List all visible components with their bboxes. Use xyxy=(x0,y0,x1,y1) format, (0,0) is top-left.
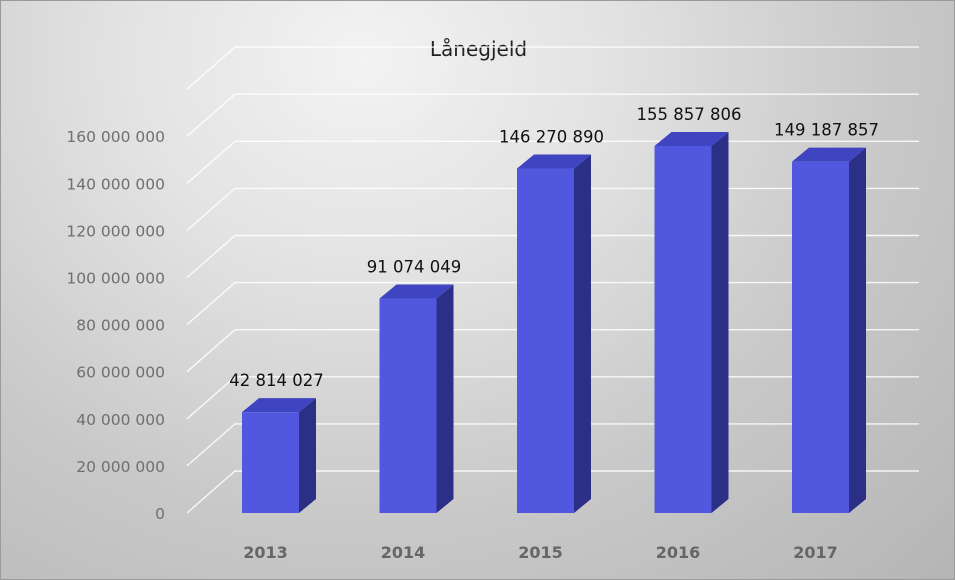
data-label: 155 857 806 xyxy=(637,105,742,124)
bars: 42 814 027 91 074 049 146 270 890 155 857 8… xyxy=(229,105,879,514)
bar-front xyxy=(792,161,849,513)
bar-top xyxy=(242,398,316,413)
gridline xyxy=(186,93,919,137)
bar-side xyxy=(436,284,454,513)
y-tick-label: 160 000 000 xyxy=(66,128,165,146)
bar-side xyxy=(299,398,316,513)
data-label: 42 814 027 xyxy=(229,371,323,390)
bar-top xyxy=(792,147,866,162)
bar-2015: 146 270 890 xyxy=(499,128,604,514)
bar-2017: 149 187 857 xyxy=(774,121,879,513)
x-tick-label: 2016 xyxy=(656,543,701,562)
bar-side xyxy=(849,147,866,513)
x-tick-label: 2014 xyxy=(381,543,426,562)
y-tick-label: 100 000 000 xyxy=(66,270,165,288)
y-tick-label: 0 xyxy=(155,505,165,523)
y-tick-label: 20 000 000 xyxy=(76,458,165,476)
y-tick-label: 40 000 000 xyxy=(76,411,165,429)
y-axis: 0 20 000 000 40 000 000 60 000 000 80 000 00… xyxy=(66,128,165,523)
bar-top xyxy=(517,154,591,169)
bar-top xyxy=(379,284,454,299)
data-label: 91 074 049 xyxy=(367,258,461,277)
bar-front xyxy=(517,168,574,514)
bar-top xyxy=(654,131,729,146)
data-label: 149 187 857 xyxy=(774,121,879,140)
y-tick-label: 140 000 000 xyxy=(66,175,165,193)
x-tick-label: 2013 xyxy=(243,543,288,562)
y-tick-label: 60 000 000 xyxy=(76,364,165,382)
x-tick-label: 2017 xyxy=(793,543,838,562)
bar-front xyxy=(379,298,437,513)
gridline xyxy=(186,46,919,90)
y-tick-label: 120 000 000 xyxy=(66,222,165,240)
bar-front xyxy=(654,145,712,513)
chart-title: Lånegjeld xyxy=(429,37,528,61)
y-tick-label: 80 000 000 xyxy=(76,317,165,335)
x-tick-label: 2015 xyxy=(518,543,563,562)
bar-side xyxy=(711,131,729,513)
bar-2016: 155 857 806 xyxy=(637,105,742,513)
data-label: 146 270 890 xyxy=(499,128,604,147)
bar-side xyxy=(574,154,591,514)
bar-front xyxy=(242,412,299,513)
bar-2013: 42 814 027 xyxy=(229,371,324,513)
bar-2014: 91 074 049 xyxy=(367,258,461,513)
